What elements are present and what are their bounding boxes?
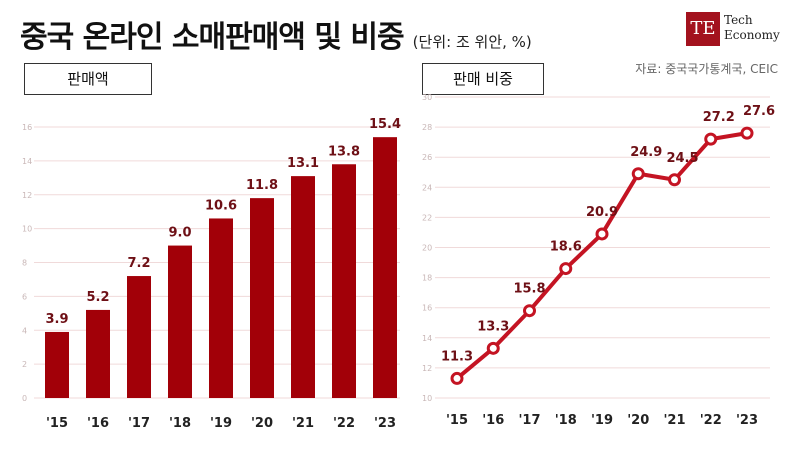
bar-y-tick-label: 6 [22,292,27,301]
bar-y-tick-label: 8 [22,259,27,268]
bar-x-tick-label: '15 [46,416,68,431]
line-x-tick-label: '19 [591,413,613,428]
bar-x-tick-label: '23 [374,416,396,431]
line-y-tick-label: 16 [422,304,432,313]
bar-x-tick-label: '19 [210,416,232,431]
line-y-tick-label: 24 [422,183,432,192]
bar-y-tick-label: 2 [22,360,27,369]
line-x-tick-label: '16 [482,413,504,428]
share-point-8 [740,126,754,140]
logo-mark: TE [686,12,720,46]
bar-chart-title: 판매액 [24,63,152,95]
logo-text-2: Economy [724,28,780,42]
page-title: 중국 온라인 소매판매액 및 비중 [20,20,405,55]
line-value-label: 20.9 [586,205,618,220]
bar-y-tick-label: 4 [22,326,27,335]
share-point-0 [450,371,464,385]
line-y-tick-label: 26 [422,153,432,162]
share-point-3 [559,262,573,276]
bar-x-tick-label: '18 [169,416,191,431]
bar-value-label: 3.9 [45,312,68,327]
title-block: 중국 온라인 소매판매액 및 비중 (단위: 조 위안, %) [20,12,532,56]
line-chart-title: 판매 비중 [422,63,544,95]
bar-value-label: 11.8 [246,178,278,193]
line-y-tick-label: 18 [422,274,432,283]
line-y-tick-label: 14 [422,334,432,343]
line-x-tick-label: '17 [518,413,540,428]
bar-x-tick-label: '16 [87,416,109,431]
bar-y-tick-label: 16 [22,123,32,132]
line-x-tick-label: '15 [446,413,468,428]
line-x-tick-label: '20 [627,413,649,428]
line-x-tick-label: '21 [663,413,685,428]
bar-value-label: 10.6 [205,198,237,213]
bar-0 [45,331,69,398]
bar-2 [127,276,151,398]
share-point-5 [631,167,645,181]
bar-x-tick-label: '21 [292,416,314,431]
logo-text-1: Tech [724,13,753,27]
unit-label: (단위: 조 위안, %) [412,33,532,51]
bar-8 [373,137,397,398]
line-x-tick-label: '23 [736,413,758,428]
line-y-tick-label: 22 [422,213,432,222]
bar-value-label: 15.4 [369,117,401,132]
logo-text: Tech Economy [724,13,780,43]
share-series-line [455,131,748,380]
bar-6 [291,176,315,398]
share-point-6 [668,173,681,187]
share-point-2 [523,304,536,318]
bar-x-tick-label: '22 [333,416,355,431]
line-value-label: 24.9 [630,145,662,160]
line-x-tick-label: '22 [700,413,722,428]
line-y-tick-label: 30 [422,93,432,102]
line-value-label: 13.3 [477,319,509,334]
bar-value-label: 7.2 [127,256,150,271]
line-value-label: 24.5 [666,151,698,166]
share-point-7 [704,132,718,146]
bar-y-tick-label: 0 [22,394,27,403]
bar-4 [209,218,233,398]
share-point-4 [595,227,609,241]
bar-value-label: 9.0 [168,226,191,241]
line-x-tick-label: '18 [555,413,577,428]
bar-value-label: 13.8 [328,144,360,159]
source-note: 자료: 중국국가통계국, CEIC [635,62,778,76]
line-value-label: 15.8 [513,282,545,297]
bar-value-label: 5.2 [86,290,109,305]
line-y-tick-label: 10 [422,394,432,403]
bar-5 [250,198,274,398]
line-y-tick-label: 28 [422,123,432,132]
bar-x-tick-label: '20 [251,416,273,431]
line-y-tick-label: 12 [422,364,432,373]
share-point-1 [486,341,500,355]
bar-x-tick-label: '17 [128,416,150,431]
bar-3 [168,245,192,398]
line-value-label: 18.6 [550,240,582,255]
bar-y-tick-label: 14 [22,157,32,166]
bar-value-label: 13.1 [287,156,319,171]
line-value-label: 27.6 [743,104,775,119]
line-value-label: 11.3 [441,349,473,364]
bar-7 [332,164,356,398]
bar-1 [86,309,110,398]
bar-y-tick-label: 12 [22,191,32,200]
line-value-label: 27.2 [703,110,735,125]
bar-y-tick-label: 10 [22,225,32,234]
tech-economy-logo: TE Tech Economy [686,12,786,52]
line-y-tick-label: 20 [422,244,432,253]
